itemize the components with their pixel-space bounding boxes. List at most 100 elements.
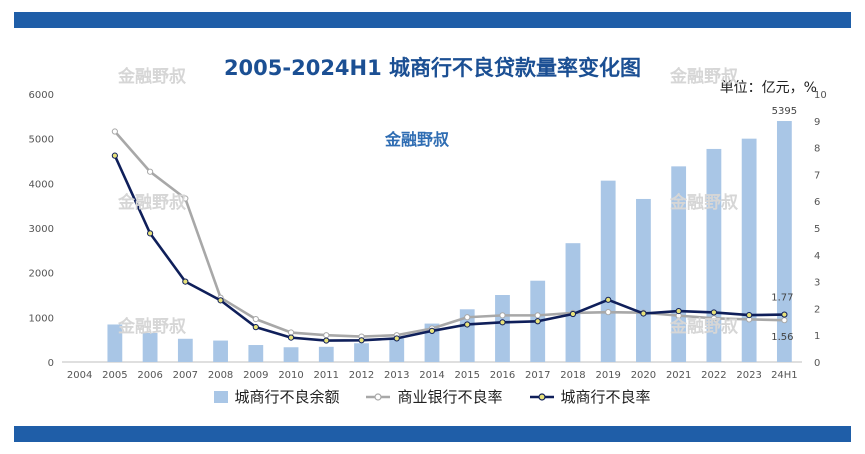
x-tick-label: 2023 xyxy=(736,370,761,381)
top-band xyxy=(14,12,851,28)
bar xyxy=(248,345,264,362)
commercial-rate-point xyxy=(499,312,506,319)
legend-label: 城商行不良率 xyxy=(560,388,651,406)
city-rate-point xyxy=(640,310,647,317)
city-rate-point xyxy=(111,152,118,159)
x-tick-label: 2019 xyxy=(595,370,620,381)
city-rate-point xyxy=(252,324,259,331)
commercial-rate-point xyxy=(781,317,788,324)
bar-data-label: 5395 xyxy=(772,106,797,117)
x-tick-label: 2010 xyxy=(278,370,303,381)
bar xyxy=(600,180,616,362)
x-tick-label: 2009 xyxy=(243,370,268,381)
chart-title: 2005-2024H1 城商行不良贷款量率变化图 xyxy=(223,56,642,80)
commercial-rate-line xyxy=(113,130,785,338)
unit-label: 单位：亿元，% xyxy=(719,80,817,96)
city-rate-point xyxy=(781,311,788,318)
bar xyxy=(495,295,510,362)
city-rate-point xyxy=(675,307,682,315)
city-rate-point xyxy=(217,297,224,304)
legend-line-swatch xyxy=(529,392,554,401)
y-right-tick-label: 9 xyxy=(814,117,820,128)
y-right-tick-label: 1 xyxy=(814,331,820,342)
city-rate-point xyxy=(182,278,189,285)
bar xyxy=(671,166,687,362)
city-rate-point xyxy=(746,312,753,319)
x-tick-label: 2014 xyxy=(419,370,444,381)
y-right-tick-label: 2 xyxy=(814,304,820,315)
commercial-rate-point xyxy=(252,316,259,323)
bar xyxy=(741,138,757,362)
commercial-rate-point xyxy=(464,314,471,321)
x-tick-label: 24H1 xyxy=(771,370,798,381)
city-rate-point xyxy=(146,230,154,237)
y-right-tick-label: 6 xyxy=(814,197,820,208)
commercial-rate-point xyxy=(182,195,189,202)
y-right-tick-label: 0 xyxy=(814,358,820,369)
x-tick-label: 2007 xyxy=(173,370,198,381)
x-tick-label: 2020 xyxy=(631,370,656,381)
x-tick-label: 2005 xyxy=(102,370,127,381)
y-right-tick-label: 10 xyxy=(814,90,827,101)
city-rate-point xyxy=(393,335,400,342)
commercial-rate-point xyxy=(710,315,718,322)
city-rate-data-label: 1.77 xyxy=(771,293,793,304)
x-tick-label: 2008 xyxy=(208,370,233,381)
commercial-rate-point xyxy=(287,329,295,336)
bar xyxy=(213,340,228,362)
x-tick-label: 2011 xyxy=(314,370,339,381)
city-rate-point xyxy=(287,334,295,341)
commercial-rate-point xyxy=(146,168,154,175)
legend-bar-swatch xyxy=(214,390,229,403)
legend-label: 城商行不良余额 xyxy=(234,388,340,406)
bottom-band xyxy=(14,426,851,442)
commercial-rate-point xyxy=(323,332,330,339)
y-left-tick-label: 2000 xyxy=(29,269,54,280)
legend-item-commercial-rate: 商业银行不良率 xyxy=(365,386,503,407)
bar xyxy=(354,343,369,362)
x-tick-label: 2015 xyxy=(455,370,480,381)
y-left-tick-label: 0 xyxy=(48,358,54,369)
legend-label: 商业银行不良率 xyxy=(397,388,503,406)
y-left-tick-label: 6000 xyxy=(29,90,54,101)
y-right-tick-label: 4 xyxy=(814,251,820,262)
bar xyxy=(776,121,792,362)
city-rate-point xyxy=(710,309,718,316)
city-rate-point xyxy=(605,296,612,303)
y-left-tick-label: 4000 xyxy=(29,179,54,190)
x-tick-label: 2013 xyxy=(384,370,409,381)
y-right-tick-label: 7 xyxy=(814,170,820,181)
commercial-rate-point xyxy=(605,309,612,316)
legend-item-city-rate: 城商行不良率 xyxy=(529,386,651,407)
bar xyxy=(565,243,581,362)
bar xyxy=(107,324,123,362)
bar xyxy=(424,323,440,362)
bar xyxy=(389,338,405,362)
x-tick-label: 2018 xyxy=(560,370,585,381)
legend-item-bar: 城商行不良余额 xyxy=(214,386,339,407)
y-left-tick-label: 3000 xyxy=(29,224,54,235)
commercial-rate-data-label: 1.56 xyxy=(771,332,793,343)
bar xyxy=(283,347,299,362)
bar xyxy=(706,148,722,362)
y-right-tick-label: 8 xyxy=(814,144,820,155)
legend: 城商行不良余额 商业银行不良率 城商行不良率 xyxy=(0,386,865,407)
city-rate-point xyxy=(428,327,436,335)
city-rate-line xyxy=(113,155,785,342)
y-left-tick-label: 1000 xyxy=(29,313,54,324)
bar xyxy=(459,309,475,362)
x-tick-label: 2012 xyxy=(349,370,374,381)
commercial-rate-point xyxy=(111,128,118,135)
y-right-tick-label: 5 xyxy=(814,224,820,235)
city-rate-point xyxy=(499,319,506,326)
x-tick-label: 2021 xyxy=(666,370,691,381)
bar xyxy=(142,332,158,362)
city-rate-point xyxy=(358,337,365,344)
x-tick-label: 2006 xyxy=(137,370,162,381)
legend-line-swatch xyxy=(366,392,391,401)
x-tick-label: 2022 xyxy=(701,370,726,381)
commercial-rate-point xyxy=(534,312,541,319)
city-rate-point xyxy=(464,321,471,328)
